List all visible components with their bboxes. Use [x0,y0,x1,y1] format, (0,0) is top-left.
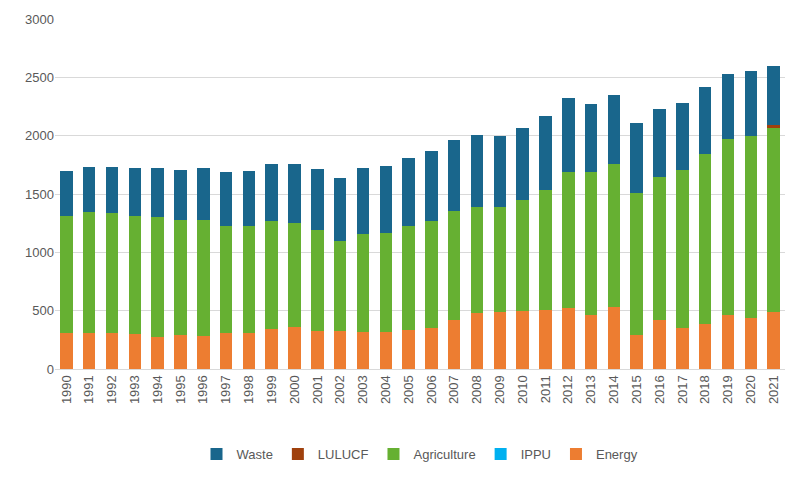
svg-text:1990: 1990 [59,375,74,404]
svg-text:1000: 1000 [25,245,54,260]
svg-text:2500: 2500 [25,70,54,85]
svg-text:2007: 2007 [446,375,461,404]
svg-text:2019: 2019 [720,375,735,404]
svg-text:2006: 2006 [424,375,439,404]
svg-text:LULUCF: LULUCF [318,447,369,462]
svg-text:3000: 3000 [25,12,54,27]
svg-text:2012: 2012 [561,375,576,404]
svg-text:Agriculture: Agriculture [413,447,475,462]
svg-text:2004: 2004 [378,375,393,404]
svg-text:IPPU: IPPU [521,447,551,462]
svg-text:2010: 2010 [515,375,530,404]
svg-text:2000: 2000 [25,128,54,143]
svg-text:2005: 2005 [401,375,416,404]
svg-text:2013: 2013 [583,375,598,404]
svg-text:2011: 2011 [538,375,553,403]
svg-text:2014: 2014 [606,375,621,404]
svg-text:2000: 2000 [287,375,302,404]
svg-text:1999: 1999 [264,375,279,404]
svg-text:2009: 2009 [492,375,507,404]
svg-text:2008: 2008 [469,375,484,404]
svg-text:2018: 2018 [697,375,712,404]
svg-text:1991: 1991 [81,375,96,404]
svg-text:1500: 1500 [25,187,54,202]
svg-text:1994: 1994 [150,375,165,404]
svg-text:2020: 2020 [743,375,758,404]
svg-text:Waste: Waste [237,447,273,462]
svg-text:1998: 1998 [241,375,256,404]
svg-text:500: 500 [32,303,54,318]
svg-text:2002: 2002 [332,375,347,404]
svg-text:2016: 2016 [652,375,667,404]
svg-text:1995: 1995 [173,375,188,404]
svg-text:1997: 1997 [218,375,233,404]
svg-text:Energy: Energy [596,447,638,462]
svg-text:2017: 2017 [675,375,690,404]
svg-text:1993: 1993 [127,375,142,404]
svg-text:2001: 2001 [310,375,325,404]
svg-text:1992: 1992 [104,375,119,404]
svg-text:2015: 2015 [629,375,644,404]
svg-text:2003: 2003 [355,375,370,404]
svg-text:1996: 1996 [196,375,211,404]
svg-text:2021: 2021 [766,375,781,404]
svg-text:0: 0 [47,362,54,377]
